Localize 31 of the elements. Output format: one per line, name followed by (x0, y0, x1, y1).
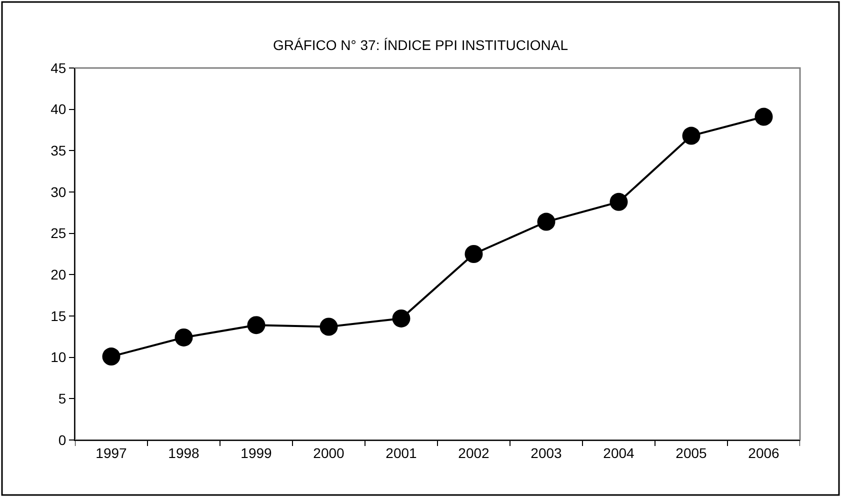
x-tick-label: 1998 (168, 444, 200, 461)
point (464, 245, 483, 263)
point (610, 192, 628, 211)
x-tick-label: 2006 (748, 444, 780, 461)
point (247, 316, 266, 334)
point (682, 126, 700, 145)
x-tick-label: 2000 (313, 444, 345, 461)
x-tick-label: 2002 (458, 444, 490, 461)
y-tick-label: 0 (58, 432, 66, 448)
y-tick-label: 5 (58, 390, 66, 407)
x-tick-label: 1999 (240, 444, 272, 461)
chart-title: GRÁFICO N° 37: ÍNDICE PPI INSTITUCIONAL (273, 36, 568, 53)
x-tick-label: 1997 (96, 444, 128, 461)
y-tick-label: 15 (50, 308, 66, 324)
y-tick-label: 25 (50, 225, 66, 242)
y-tick-label: 35 (50, 142, 66, 159)
x-tick-label: 2004 (603, 444, 635, 461)
point (754, 108, 773, 126)
x-tick-label: 2003 (530, 444, 562, 461)
point (102, 348, 120, 366)
y-tick-label: 20 (50, 266, 66, 283)
x-tick-label: 2005 (676, 444, 708, 461)
point (320, 318, 338, 336)
point (392, 309, 410, 328)
y-tick-label: 40 (50, 101, 66, 118)
point (174, 328, 193, 346)
point (537, 212, 556, 231)
y-tick-label: 45 (50, 60, 66, 76)
y-tick-label: 30 (50, 184, 66, 200)
y-tick-label: 10 (50, 349, 66, 366)
x-tick-label: 2001 (386, 444, 418, 461)
